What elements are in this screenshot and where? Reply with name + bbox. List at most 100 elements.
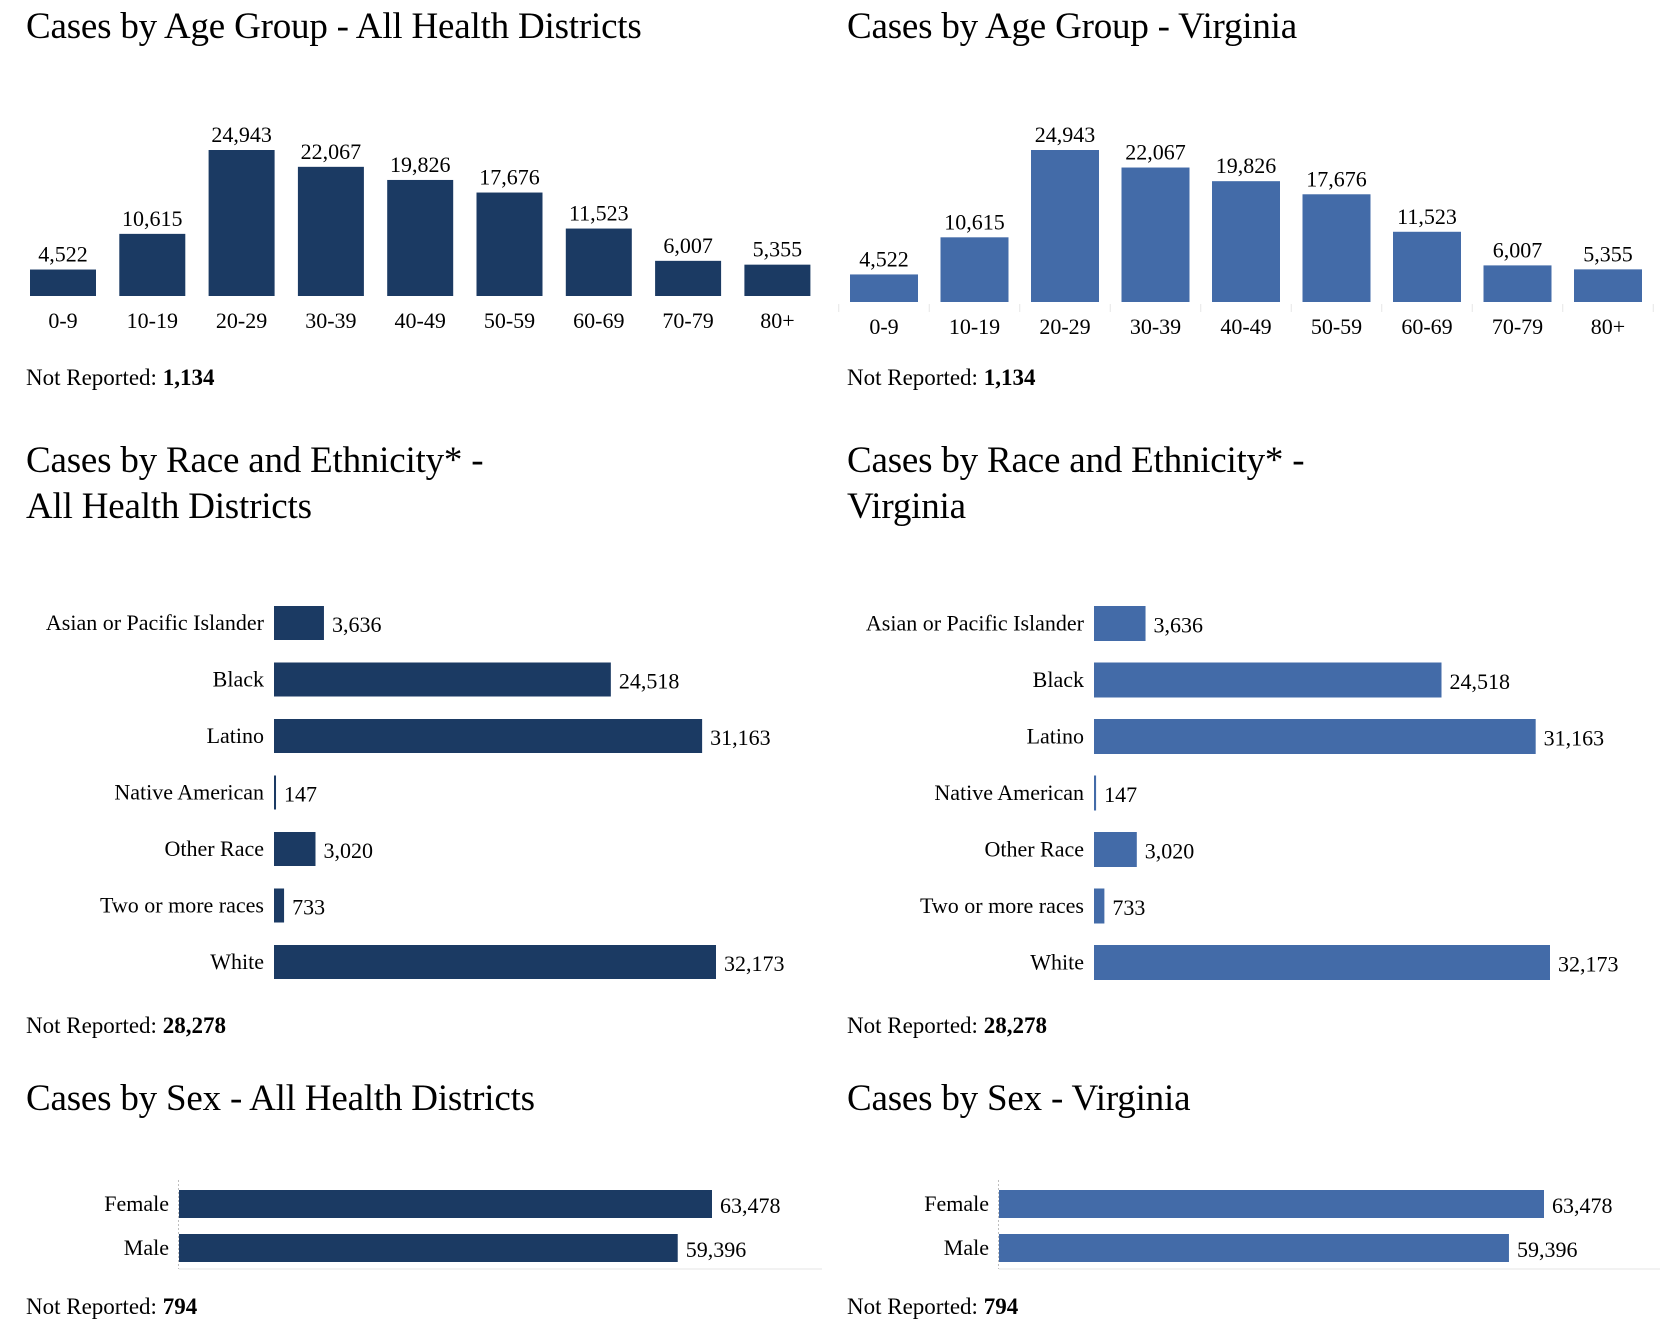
y-tick-label-asian-or-pacific-islander: Asian or Pacific Islander [46,610,265,635]
y-tick-label-male: Male [124,1235,169,1260]
data-label-20-29: 24,943 [1035,122,1096,147]
data-label-other-race: 3,020 [1145,839,1195,864]
data-label-native-american: 147 [284,782,317,807]
bar-two-or-more-races [1094,888,1105,924]
bar-20-29 [208,150,275,296]
not-reported-label: Not Reported: [847,1294,978,1319]
data-label-50-59: 17,676 [1306,166,1367,191]
not-reported-label: Not Reported: [26,1294,157,1319]
y-tick-label-two-or-more-races: Two or more races [920,893,1084,918]
bar-30-39 [1121,167,1190,302]
data-label-0-9: 4,522 [38,242,88,267]
age-not-reported: Not Reported: 1,134 [847,365,1035,391]
data-label-black: 24,518 [1450,669,1511,694]
race-chart-title-line1: Cases by Race and Ethnicity* - [847,440,1305,481]
data-label-two-or-more-races: 733 [1112,895,1145,920]
y-tick-label-latino: Latino [207,723,264,748]
data-label-white: 32,173 [724,951,785,976]
data-label-native-american: 147 [1104,782,1137,807]
x-tick-label-10-19: 10-19 [127,308,178,333]
y-tick-label-white: White [1030,950,1084,975]
not-reported-value: 1,134 [983,365,1036,390]
data-label-asian-or-pacific-islander: 3,636 [1154,613,1204,638]
race-bar-chart: Asian or Pacific Islander 3,636 Black 24,51… [866,606,1619,980]
bar-10-19 [940,237,1009,302]
bar-70-79 [655,260,722,296]
x-tick-label-10-19: 10-19 [949,314,1000,339]
age-not-reported: Not Reported: 1,134 [26,365,214,391]
bar-female [999,1190,1544,1218]
data-label-50-59: 17,676 [479,165,540,190]
not-reported-label: Not Reported: [847,1013,978,1038]
x-tick-label-70-79: 70-79 [662,308,713,333]
sex-bar-chart: Female 63,478 Male 59,396 [104,1180,822,1270]
y-tick-label-female: Female [104,1191,169,1216]
data-label-latino: 31,163 [1544,726,1605,751]
data-label-60-69: 11,523 [569,201,629,226]
y-tick-label-male: Male [944,1235,989,1260]
y-tick-label-black: Black [1033,667,1084,692]
not-reported-value: 794 [162,1294,198,1319]
x-tick-label-0-9: 0-9 [48,308,77,333]
bar-black [1094,662,1442,698]
bar-50-59 [476,192,543,296]
panel-virginia: Cases by Age Group - Virginia 4,522 0-9 10… [821,0,1660,1338]
bar-latino [274,719,703,753]
y-tick-label-native-american: Native American [114,780,264,805]
bar-other-race [1094,832,1137,867]
race-not-reported: Not Reported: 28,278 [26,1013,226,1039]
age-bar-chart: 4,522 0-9 10,615 10-19 24,943 20-29 22,067 30-3… [30,122,811,333]
race-chart-title-line1: Cases by Race and Ethnicity* - [26,440,484,481]
x-tick-label-50-59: 50-59 [1311,314,1362,339]
data-label-two-or-more-races: 733 [292,895,325,920]
data-label-70-79: 6,007 [1493,237,1543,262]
race-chart-title-line2: All Health Districts [26,486,312,527]
x-tick-label-70-79: 70-79 [1492,314,1543,339]
x-tick-label-20-29: 20-29 [1039,314,1090,339]
not-reported-label: Not Reported: [26,365,157,390]
bar-black [274,662,611,697]
bar-male [999,1234,1509,1262]
not-reported-label: Not Reported: [26,1013,157,1038]
bar-male [179,1234,678,1262]
data-label-female: 63,478 [720,1193,781,1218]
bar-70-79 [1483,265,1552,302]
bar-white [1094,945,1550,980]
race-chart-title-line2: Virginia [847,486,966,527]
y-tick-label-black: Black [213,667,264,692]
data-label-80: 5,355 [1583,241,1633,266]
x-tick-label-20-29: 20-29 [216,308,267,333]
x-tick-label-40-49: 40-49 [1220,314,1271,339]
data-label-black: 24,518 [619,669,680,694]
x-tick-label-50-59: 50-59 [484,308,535,333]
sex-not-reported: Not Reported: 794 [26,1294,197,1320]
data-label-10-19: 10,615 [122,206,183,231]
y-tick-label-native-american: Native American [934,780,1084,805]
bar-asian-or-pacific-islander [274,606,324,640]
x-tick-label-60-69: 60-69 [573,308,624,333]
panel-all-health-districts: Cases by Age Group - All Health District… [0,0,822,1338]
bar-60-69 [565,228,632,296]
data-label-asian-or-pacific-islander: 3,636 [332,612,382,637]
y-tick-label-female: Female [924,1191,989,1216]
data-label-other-race: 3,020 [323,838,373,863]
data-label-20-29: 24,943 [211,122,272,147]
data-label-10-19: 10,615 [944,209,1005,234]
bar-80 [744,264,811,296]
not-reported-label: Not Reported: [847,365,978,390]
age-bar-chart: 4,522 0-9 10,615 10-19 24,943 20-29 22,067 30-3… [838,122,1654,339]
bar-white [274,945,716,979]
data-label-80: 5,355 [753,237,803,262]
age-chart-title: Cases by Age Group - Virginia [847,6,1297,47]
x-tick-label-30-39: 30-39 [1130,314,1181,339]
data-label-40-49: 19,826 [1216,153,1277,178]
data-label-30-39: 22,067 [301,139,362,164]
data-label-0-9: 4,522 [859,246,909,271]
bar-50-59 [1302,194,1371,302]
bar-0-9 [850,274,918,302]
x-tick-label-30-39: 30-39 [305,308,356,333]
sex-chart-title: Cases by Sex - Virginia [847,1078,1191,1119]
bar-40-49 [1212,181,1280,302]
y-tick-label-other-race: Other Race [984,837,1084,862]
bar-female [179,1190,712,1218]
